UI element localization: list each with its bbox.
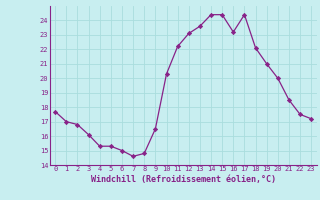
X-axis label: Windchill (Refroidissement éolien,°C): Windchill (Refroidissement éolien,°C) — [91, 175, 276, 184]
